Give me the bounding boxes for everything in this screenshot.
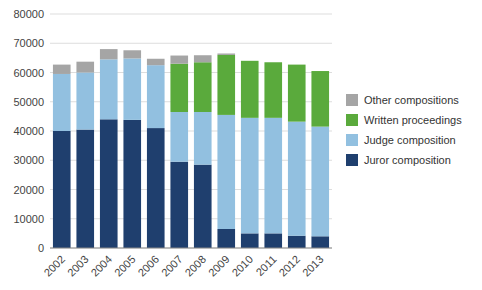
bar-segment [123,58,141,119]
x-tick-label: 2006 [135,253,161,279]
y-tick-label: 60000 [13,67,44,79]
bar-segment [53,65,71,74]
bar-segment [147,65,165,128]
bar-segment [100,59,118,119]
x-axis-line [50,248,332,249]
bar-segment [194,165,212,248]
x-tick-label: 2004 [88,253,114,279]
grid-line [50,43,332,44]
bar-segment [123,50,141,58]
legend-label: Juror composition [364,154,451,166]
bar-segment [194,112,212,165]
bar-segment [76,130,94,248]
x-tick-label: 2008 [182,253,208,279]
x-tick-label: 2003 [65,253,91,279]
bar-segment [100,49,118,59]
legend-swatch [346,114,358,126]
bar-segment [170,64,188,112]
chart: 0 10000 20000 30000 40000 50000 60000 70000 8000… [0,0,482,290]
bar-segment [123,120,141,248]
legend-swatch [346,94,358,106]
x-tick-label: 2007 [159,253,185,279]
bar-segment [217,55,235,115]
y-tick-label: 70000 [13,37,44,49]
y-tick-label: 30000 [13,154,44,166]
bar-segment [194,62,212,112]
chart-container: 0 10000 20000 30000 40000 50000 60000 70000 8000… [0,0,482,290]
y-tick-label: 50000 [13,96,44,108]
bar-segment [288,65,306,122]
bars [53,49,329,248]
bar-segment [53,131,71,248]
x-tick-label: 2005 [112,253,138,279]
bar-segment [288,64,306,65]
bar-segment [264,233,282,248]
bar-segment [241,233,259,248]
bar-segment [311,236,329,248]
bar-segment [241,118,259,234]
bar-segment [311,71,329,127]
legend-label: Other compositions [364,94,459,106]
bar-segment [311,71,329,72]
legend: Other compositions Written proceedings Jud… [346,94,462,166]
y-tick-label: 40000 [13,125,44,137]
bar-segment [194,55,212,62]
y-tick-label: 20000 [13,184,44,196]
bar-segment [264,62,282,118]
x-tick-label: 2012 [276,253,302,279]
bar-segment [170,112,188,162]
legend-label: Written proceedings [364,114,462,126]
bar-segment [241,60,259,61]
bar-segment [217,115,235,229]
bar-segment [76,62,94,73]
grid-line [50,248,332,249]
grid-line [50,14,332,15]
x-tick-label: 2013 [300,253,326,279]
bar-segment [288,122,306,236]
bar-segment [288,236,306,248]
bar-segment [76,73,94,130]
y-tick-label: 80000 [13,8,44,20]
bar-segment [147,128,165,248]
bar-segment [311,127,329,237]
legend-swatch [346,154,358,166]
bar-segment [100,119,118,248]
bar-segment [147,59,165,65]
bar-segment [217,53,235,54]
bar-segment [264,62,282,63]
bar-segment [170,56,188,64]
bar-segment [53,74,71,131]
bar-segment [217,229,235,248]
bar-segment [264,118,282,234]
x-tick-label: 2011 [253,253,278,278]
x-tick-label: 2009 [206,253,232,279]
y-tick-label: 10000 [13,213,44,225]
legend-label: Judge composition [364,134,456,146]
grid [50,14,332,248]
legend-swatch [346,134,358,146]
bar-segment [170,162,188,248]
bar-segment [241,61,259,118]
y-tick-label: 0 [38,242,44,254]
x-tick-label: 2002 [41,253,67,279]
x-tick-label: 2010 [229,253,255,279]
